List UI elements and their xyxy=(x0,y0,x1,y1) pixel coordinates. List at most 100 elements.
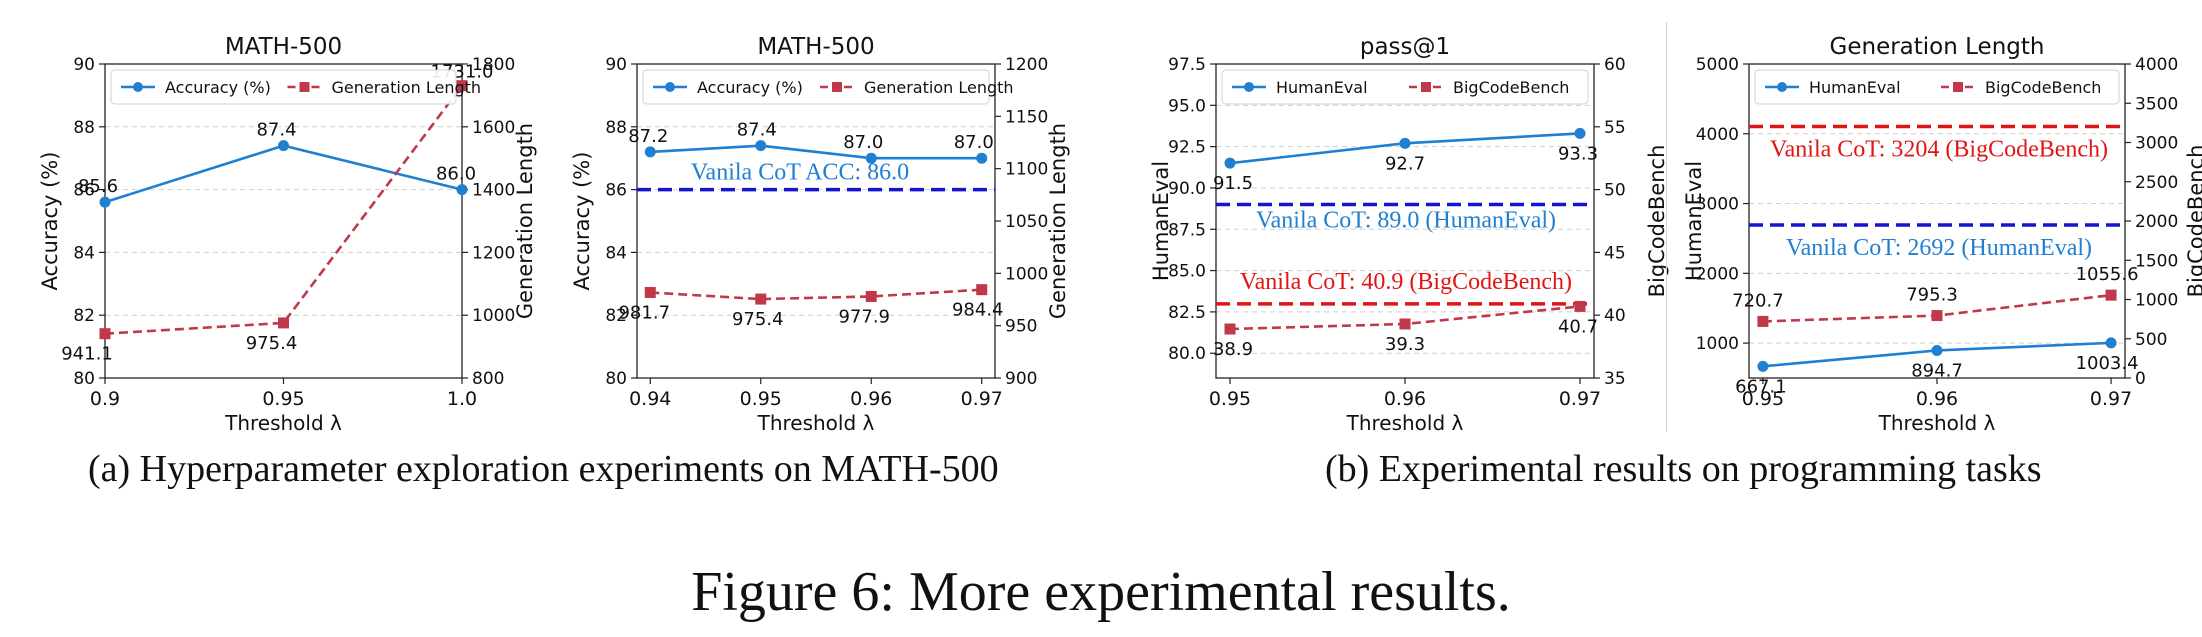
data-label: 977.9 xyxy=(838,306,890,327)
y2-tick-label: 3000 xyxy=(2135,134,2178,154)
data-label: 91.5 xyxy=(1213,173,1253,194)
data-label: 39.3 xyxy=(1385,334,1425,355)
data-point xyxy=(2105,289,2117,301)
data-point xyxy=(1757,360,1769,372)
data-label: 975.4 xyxy=(732,309,784,330)
y2-tick-label: 500 xyxy=(2135,330,2167,350)
data-point xyxy=(1931,344,1943,356)
plot-frame xyxy=(1215,63,1595,379)
data-label: 92.7 xyxy=(1385,153,1425,174)
y2-tick-label: 1400 xyxy=(472,181,515,201)
figure-caption: Figure 6: More experimental results. xyxy=(691,561,1511,623)
data-label: 1055.6 xyxy=(2076,264,2139,285)
series-line-secondary xyxy=(650,288,982,301)
data-point xyxy=(644,146,656,158)
y2-tick-label: 1500 xyxy=(2135,251,2178,271)
y-tick-label: 80.0 xyxy=(1168,344,1206,364)
data-point xyxy=(1399,137,1411,149)
y2-axis-label: Generation Length xyxy=(513,123,537,319)
x-axis-label: Threshold λ xyxy=(224,411,342,435)
data-point xyxy=(278,317,289,329)
data-point xyxy=(755,140,767,152)
x-axis-label: Threshold λ xyxy=(1878,411,1996,435)
legend: HumanEval BigCodeBench xyxy=(1221,69,1589,105)
y-tick-label: 85.0 xyxy=(1168,262,1206,282)
y2-tick-label: 60 xyxy=(1604,55,1626,75)
data-point xyxy=(865,152,877,164)
y-tick-label: 95.0 xyxy=(1168,96,1206,116)
y2-tick-label: 2500 xyxy=(2135,173,2178,193)
legend-box xyxy=(642,69,990,105)
y2-tick-label: 1100 xyxy=(1005,160,1048,180)
data-point xyxy=(99,196,111,208)
x-tick-label: 0.95 xyxy=(1209,388,1251,410)
legend: Accuracy (%) Generation Length xyxy=(110,69,482,105)
data-label: 894.7 xyxy=(1911,360,1963,381)
x-tick-label: 0.96 xyxy=(1384,388,1426,410)
data-point xyxy=(1757,315,1769,327)
legend-label: HumanEval xyxy=(1276,78,1368,97)
series-line-secondary xyxy=(104,84,464,335)
y2-tick-label: 1200 xyxy=(472,243,515,263)
y-tick-label: 84 xyxy=(605,243,627,263)
y-tick-label: 82 xyxy=(73,306,95,326)
plot-frame xyxy=(636,63,996,379)
data-point xyxy=(456,184,468,196)
y2-tick-label: 40 xyxy=(1604,306,1626,326)
y2-tick-label: 50 xyxy=(1604,181,1626,201)
data-label: 86.0 xyxy=(436,164,476,185)
legend-marker xyxy=(133,82,143,92)
y-axis-label: Accuracy (%) xyxy=(570,152,594,291)
y-tick-label: 86 xyxy=(605,181,627,201)
plot-frame xyxy=(104,63,463,379)
data-point xyxy=(1931,310,1943,322)
y-tick-label: 82 xyxy=(605,306,627,326)
data-label: 40.7 xyxy=(1558,316,1598,337)
y2-tick-label: 1000 xyxy=(472,306,515,326)
data-point xyxy=(865,290,877,302)
x-tick-label: 0.96 xyxy=(1916,388,1958,410)
y2-tick-label: 0 xyxy=(2135,369,2146,389)
legend-marker xyxy=(1244,82,1254,92)
y-axis-label: HumanEval xyxy=(1149,161,1173,281)
data-label: 87.4 xyxy=(737,120,777,141)
legend-label: BigCodeBench xyxy=(1453,78,1569,97)
series-line-primary xyxy=(650,144,982,160)
data-label: 93.3 xyxy=(1558,143,1598,164)
y-tick-label: 2000 xyxy=(1696,264,1739,284)
data-label: 85.6 xyxy=(78,176,118,197)
data-point xyxy=(278,140,289,152)
data-label: 667.1 xyxy=(1735,376,1787,397)
y2-tick-label: 55 xyxy=(1604,118,1626,138)
legend-box xyxy=(1754,69,2120,105)
chart-4: 1000 2000 3000 4000 5000 0 500 1000 1500 2000 2500… xyxy=(1682,34,2202,435)
y-tick-label: 97.5 xyxy=(1168,55,1206,75)
legend: Accuracy (%) Generation Length xyxy=(642,69,1014,105)
x-tick-label: 1.0 xyxy=(447,388,477,410)
x-tick-label: 0.95 xyxy=(740,388,782,410)
legend-label: HumanEval xyxy=(1809,78,1901,97)
y2-tick-label: 45 xyxy=(1604,243,1626,263)
reference-label: Vanila CoT: 3204 (BigCodeBench) xyxy=(1770,136,2108,162)
legend-label: Accuracy (%) xyxy=(165,78,271,97)
legend-label: BigCodeBench xyxy=(1985,78,2101,97)
y-axis-label: HumanEval xyxy=(1682,161,1706,281)
legend-box xyxy=(110,69,457,105)
data-label: 941.1 xyxy=(61,344,113,365)
data-point xyxy=(1574,127,1586,139)
x-tick-label: 0.96 xyxy=(850,388,892,410)
data-label: 981.7 xyxy=(618,302,670,323)
chart-3: 80.0 82.5 85.0 87.5 90.0 92.5 95.0 97.5 35 40 45 50… xyxy=(1149,34,1669,435)
legend-marker xyxy=(1421,82,1431,92)
y-tick-label: 5000 xyxy=(1696,55,1739,75)
y-tick-label: 82.5 xyxy=(1168,303,1206,323)
legend-label: Generation Length xyxy=(332,78,482,97)
y-tick-label: 87.5 xyxy=(1168,220,1206,240)
legend-marker xyxy=(1777,82,1787,92)
chart-title: Generation Length xyxy=(1830,34,2045,60)
x-tick-label: 0.95 xyxy=(1742,388,1784,410)
legend-label: Accuracy (%) xyxy=(697,78,803,97)
y-tick-label: 80 xyxy=(73,369,95,389)
legend: HumanEval BigCodeBench xyxy=(1754,69,2120,105)
x-tick-label: 0.97 xyxy=(1559,388,1601,410)
